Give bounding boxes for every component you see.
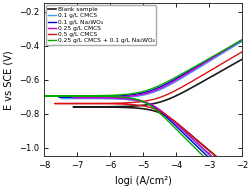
X-axis label: logi (A/cm²): logi (A/cm²): [115, 176, 172, 186]
Legend: Blank sample, 0.1 g/L CMCS, 0.1 g/L Na₂WO₄, 0.25 g/L CMCS, 0.5 g/L CMCS, 0.25 g/: Blank sample, 0.1 g/L CMCS, 0.1 g/L Na₂W…: [46, 5, 156, 45]
Y-axis label: E vs SCE (V): E vs SCE (V): [4, 50, 13, 110]
